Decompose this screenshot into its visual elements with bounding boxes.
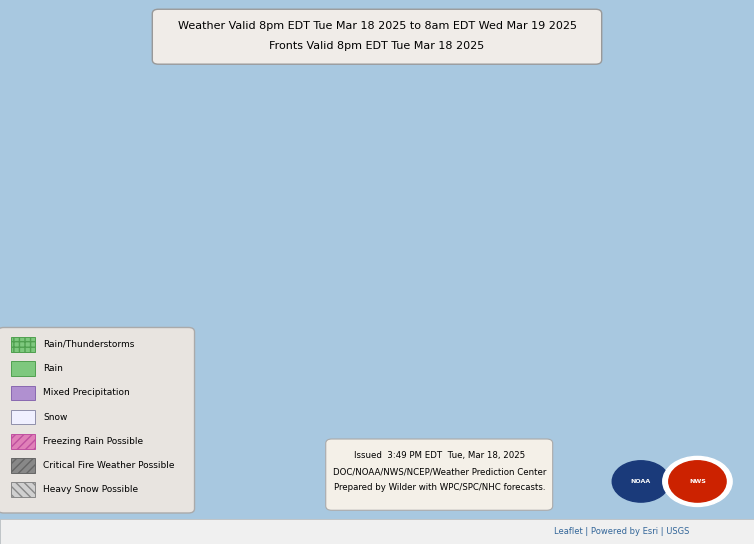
Circle shape [612, 461, 670, 502]
Text: NOAA: NOAA [631, 479, 651, 484]
Text: Snow: Snow [43, 412, 67, 422]
FancyBboxPatch shape [11, 361, 35, 376]
Text: Rain: Rain [43, 364, 63, 373]
Text: Fronts Valid 8pm EDT Tue Mar 18 2025: Fronts Valid 8pm EDT Tue Mar 18 2025 [269, 41, 485, 51]
FancyBboxPatch shape [11, 434, 35, 449]
Text: Issued  3:49 PM EDT  Tue, Mar 18, 2025: Issued 3:49 PM EDT Tue, Mar 18, 2025 [354, 452, 526, 460]
Text: Heavy Snow Possible: Heavy Snow Possible [43, 485, 138, 494]
Circle shape [669, 461, 726, 502]
Text: Freezing Rain Possible: Freezing Rain Possible [43, 437, 143, 446]
FancyBboxPatch shape [11, 337, 35, 352]
Text: Prepared by Wilder with WPC/SPC/NHC forecasts.: Prepared by Wilder with WPC/SPC/NHC fore… [334, 483, 545, 492]
Text: Rain/Thunderstorms: Rain/Thunderstorms [43, 340, 134, 349]
Text: Weather Valid 8pm EDT Tue Mar 18 2025 to 8am EDT Wed Mar 19 2025: Weather Valid 8pm EDT Tue Mar 18 2025 to… [177, 21, 577, 31]
FancyBboxPatch shape [152, 9, 602, 64]
Text: DOC/NOAA/NWS/NCEP/Weather Prediction Center: DOC/NOAA/NWS/NCEP/Weather Prediction Cen… [333, 467, 546, 476]
FancyBboxPatch shape [11, 410, 35, 424]
Text: Mixed Precipitation: Mixed Precipitation [43, 388, 130, 397]
FancyBboxPatch shape [0, 327, 195, 513]
FancyBboxPatch shape [11, 386, 35, 400]
Text: NWS: NWS [689, 479, 706, 484]
FancyBboxPatch shape [11, 458, 35, 473]
Circle shape [663, 456, 732, 506]
Text: Critical Fire Weather Possible: Critical Fire Weather Possible [43, 461, 174, 470]
Bar [0, 519, 754, 544]
FancyBboxPatch shape [326, 439, 553, 510]
FancyBboxPatch shape [11, 483, 35, 497]
Text: Leaflet | Powered by Esri | USGS: Leaflet | Powered by Esri | USGS [554, 527, 690, 536]
